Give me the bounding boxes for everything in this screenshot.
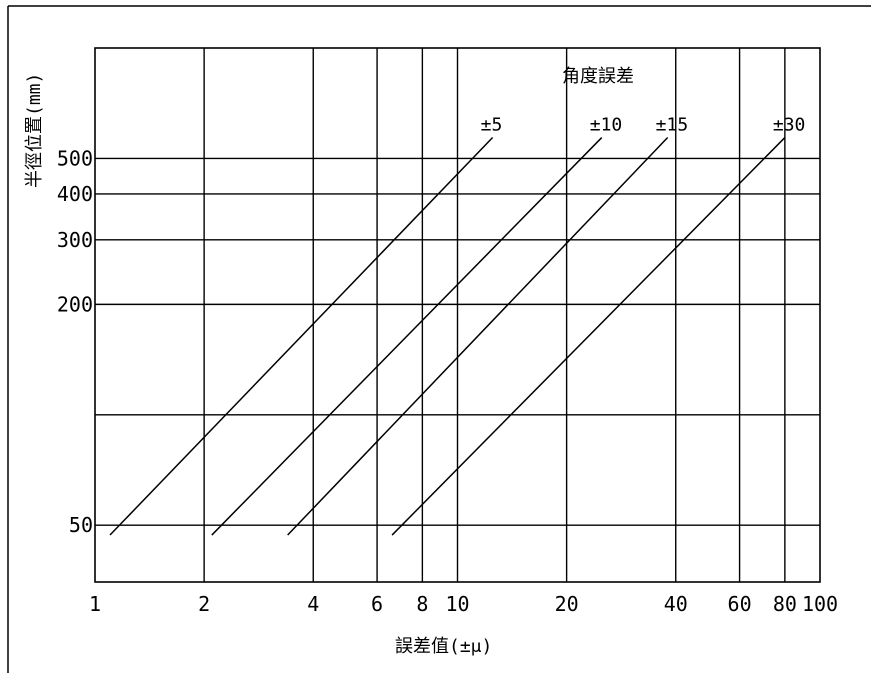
y-tick-label-200: 200 [57, 292, 93, 316]
y-axis-title: 半徑位置(mm) [24, 73, 45, 188]
x-axis-title: 誤差值(±μ) [395, 636, 492, 657]
x-tick-label-6: 6 [371, 592, 383, 616]
y-tick-label-50: 50 [69, 513, 93, 537]
series-label-3: ±30 [773, 115, 806, 136]
series-line-1 [211, 137, 603, 536]
y-tick-label-400: 400 [57, 182, 93, 206]
x-tick-label-2: 2 [198, 592, 210, 616]
series-line-3 [391, 137, 786, 536]
x-tick-label-4: 4 [307, 592, 319, 616]
x-tick-label-8: 8 [416, 592, 428, 616]
y-tick-label-500: 500 [57, 146, 93, 170]
series-line-2 [287, 137, 669, 536]
series-label-0: ±5 [481, 115, 503, 136]
grid-layer [94, 47, 821, 583]
x-tick-label-100: 100 [802, 592, 838, 616]
x-tick-label-60: 60 [728, 592, 752, 616]
series-label-2: ±15 [656, 115, 689, 136]
legend-title: 角度誤差 [562, 66, 634, 87]
y-tick-label-300: 300 [57, 228, 93, 252]
x-tick-label-40: 40 [664, 592, 688, 616]
x-tick-label-1: 1 [89, 592, 101, 616]
x-tick-label-80: 80 [773, 592, 797, 616]
x-tick-label-10: 10 [445, 592, 469, 616]
x-tick-label-20: 20 [555, 592, 579, 616]
tick-layer: 1 2 4 6 8 10 20 40 60 80 100 50 200 300 400 500 [57, 146, 838, 616]
series-line-0 [109, 137, 494, 536]
series-label-1: ±10 [590, 115, 623, 136]
series-layer: ±5 ±10 ±15 ±30 [109, 115, 806, 536]
